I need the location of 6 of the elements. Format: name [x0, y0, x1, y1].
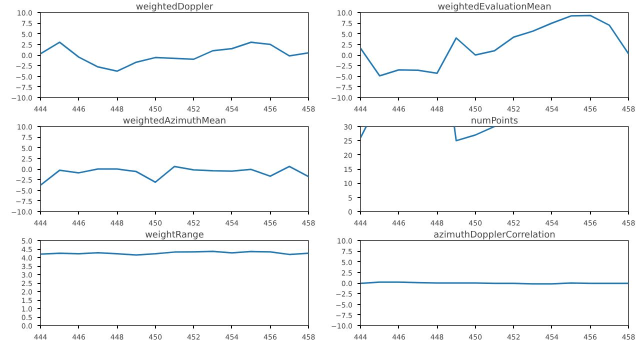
chart-title: numPoints [470, 116, 518, 126]
chart-title: azimuthDopplerCorrelation [434, 230, 556, 240]
chart-title: weightedAzimuthMean [122, 116, 226, 126]
chart-title: weightRange [145, 230, 204, 240]
chart-title: weightedDoppler [136, 2, 214, 12]
chart-title: weightedEvaluationMean [438, 2, 552, 12]
